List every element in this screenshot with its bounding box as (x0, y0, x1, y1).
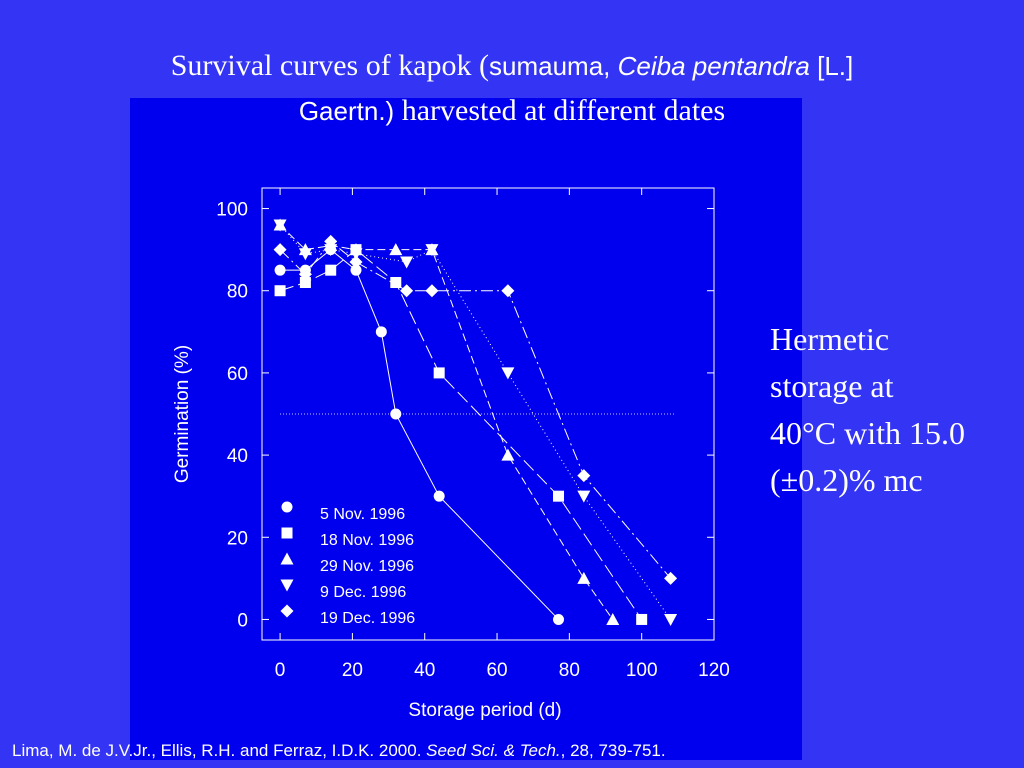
data-point (324, 244, 338, 257)
citation-part: Seed Sci. & Tech. (426, 741, 561, 760)
legend-marker (280, 552, 294, 565)
citation: Lima, M. de J.V.Jr., Ellis, R.H. and Fer… (12, 741, 666, 760)
data-point (433, 367, 445, 379)
annotation-line: storage at (770, 368, 894, 404)
data-point (400, 284, 414, 298)
data-point (325, 264, 337, 276)
plot-frame (261, 187, 715, 641)
title-part: harvested at different dates (394, 94, 725, 127)
y-axis-label: Germination (%) (172, 345, 193, 483)
data-point (350, 264, 362, 276)
legend-marker (281, 527, 293, 539)
annotation-line: 40°C with 15.0 (770, 415, 965, 451)
data-point (553, 490, 565, 502)
data-point (274, 264, 286, 276)
data-point (298, 248, 312, 261)
title-part: Ceiba pentandra (618, 51, 810, 81)
y-tick-label: 100 (216, 200, 248, 221)
title-part: [L.] (810, 51, 853, 81)
data-point (577, 571, 591, 584)
legend-marker (281, 501, 293, 513)
data-point (501, 448, 515, 461)
data-point (636, 613, 648, 625)
data-point (274, 285, 286, 297)
citation-part: , 28, 739-751. (561, 741, 666, 760)
data-point (553, 613, 565, 625)
y-tick-label: 20 (227, 528, 248, 549)
legend-label: 29 Nov. 1996 (320, 558, 414, 575)
title-part: sumauma, (489, 51, 618, 81)
legend-label: 9 Dec. 1996 (320, 584, 406, 601)
citation-part: Lima, M. de J.V.Jr., Ellis, R.H. and Fer… (12, 741, 426, 760)
annotation-line: Hermetic (770, 321, 889, 357)
slide-title: Survival curves of kapok (sumauma, Ceiba… (171, 49, 854, 82)
x-tick-label: 80 (559, 660, 580, 681)
title-part: Survival curves of kapok ( (171, 49, 489, 82)
data-point (324, 234, 338, 248)
data-point (298, 267, 312, 281)
data-point (349, 255, 363, 269)
data-point (664, 613, 678, 626)
data-point (400, 256, 414, 269)
x-tick-label: 40 (414, 660, 435, 681)
x-tick-label: 120 (698, 660, 730, 681)
series-line (279, 240, 671, 579)
data-point (664, 571, 678, 585)
data-point (577, 469, 591, 483)
data-point (433, 490, 445, 502)
y-tick-label: 80 (227, 282, 248, 303)
data-point (390, 408, 402, 420)
data-point (425, 244, 439, 257)
data-point (349, 248, 363, 261)
legend-label: 5 Nov. 1996 (320, 506, 405, 523)
annotation: Hermetic storage at 40°C with 15.0 (±0.2… (770, 321, 965, 498)
legend-marker (280, 579, 294, 592)
chart-panel (130, 98, 802, 760)
data-point (577, 490, 591, 503)
data-point (501, 284, 515, 298)
data-point (425, 284, 439, 298)
data-point (606, 612, 620, 625)
data-point (299, 277, 311, 289)
legend-marker (280, 604, 294, 618)
data-point (389, 243, 403, 256)
data-point (273, 219, 287, 232)
x-axis-label: Storage period (d) (408, 700, 561, 721)
y-tick-label: 0 (237, 610, 248, 631)
data-point (273, 243, 287, 257)
legend-label: 19 Dec. 1996 (320, 610, 415, 627)
x-tick-label: 60 (486, 660, 507, 681)
title-part: Gaertn.) (299, 96, 394, 126)
data-point (501, 367, 515, 380)
legend-label: 18 Nov. 1996 (320, 532, 414, 549)
slide-title: Gaertn.) harvested at different dates (299, 94, 725, 127)
data-point (375, 326, 387, 338)
y-tick-label: 60 (227, 364, 248, 385)
y-tick-label: 40 (227, 446, 248, 467)
x-tick-label: 100 (626, 660, 658, 681)
x-tick-label: 20 (342, 660, 363, 681)
annotation-line: (±0.2)% mc (770, 462, 923, 498)
x-tick-label: 0 (275, 660, 286, 681)
data-point (390, 277, 402, 289)
